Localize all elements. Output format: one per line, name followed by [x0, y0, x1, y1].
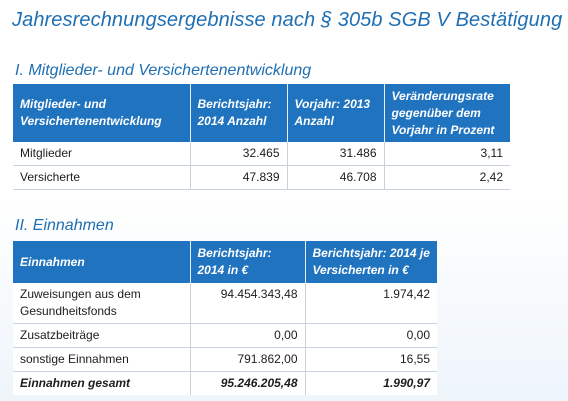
column-header: Berichtsjahr: 2014 Anzahl — [190, 84, 288, 142]
table-row: Zusatzbeiträge 0,00 0,00 — [13, 323, 437, 348]
column-header: Berichtsjahr: 2014 je Versicherten in € — [305, 241, 437, 283]
table-cell: 0,00 — [190, 323, 306, 348]
total-cell: 95.246.205,48 — [190, 371, 306, 395]
row-label: Versicherte — [13, 165, 191, 190]
row-label: sonstige Einnahmen — [13, 347, 191, 372]
table-cell: 16,55 — [305, 347, 437, 372]
table-row: Mitglieder 32.465 31.486 3,11 — [13, 142, 510, 166]
column-header: Vorjahr: 2013 Anzahl — [287, 84, 385, 142]
table-cell: 46.708 — [287, 165, 385, 190]
table-cell: 1.974,42 — [305, 283, 437, 324]
table-cell: 791.862,00 — [190, 347, 306, 372]
section-title-members: I. Mitglieder- und Versichertenentwicklu… — [15, 62, 312, 79]
row-label: Mitglieder — [13, 142, 191, 166]
table-cell: 94.454.343,48 — [190, 283, 306, 324]
total-label: Einnahmen gesamt — [13, 371, 191, 395]
total-row: Einnahmen gesamt 95.246.205,48 1.990,97 — [13, 371, 437, 395]
table-cell: 47.839 — [190, 165, 288, 190]
row-label: Zuweisungen aus dem Gesundheitsfonds — [13, 283, 191, 324]
section-title-income: II. Einnahmen — [15, 217, 114, 234]
column-header: Veränderungsrate gegenüber dem Vorjahr i… — [384, 84, 510, 142]
table-header-row: Mitglieder- und Versichertenentwicklung … — [13, 84, 510, 142]
column-header: Berichtsjahr: 2014 in € — [190, 241, 306, 283]
table-cell: 31.486 — [287, 142, 385, 166]
row-label: Zusatzbeiträge — [13, 323, 191, 348]
table-header-row: Einnahmen Berichtsjahr: 2014 in € Berich… — [13, 241, 437, 283]
table-cell: 3,11 — [384, 142, 510, 166]
table-row: Versicherte 47.839 46.708 2,42 — [13, 165, 510, 190]
column-header: Mitglieder- und Versichertenentwicklung — [13, 84, 191, 142]
total-cell: 1.990,97 — [305, 371, 437, 395]
table-cell: 32.465 — [190, 142, 288, 166]
table-row: Zuweisungen aus dem Gesundheitsfonds 94.… — [13, 283, 437, 324]
page-title: Jahresrechnungsergebnisse nach § 305b SG… — [12, 9, 563, 31]
table-row: sonstige Einnahmen 791.862,00 16,55 — [13, 347, 437, 372]
table-cell: 2,42 — [384, 165, 510, 190]
column-header: Einnahmen — [13, 241, 191, 283]
members-table: Mitglieder- und Versichertenentwicklung … — [13, 84, 510, 190]
income-table: Einnahmen Berichtsjahr: 2014 in € Berich… — [13, 241, 437, 395]
table-cell: 0,00 — [305, 323, 437, 348]
